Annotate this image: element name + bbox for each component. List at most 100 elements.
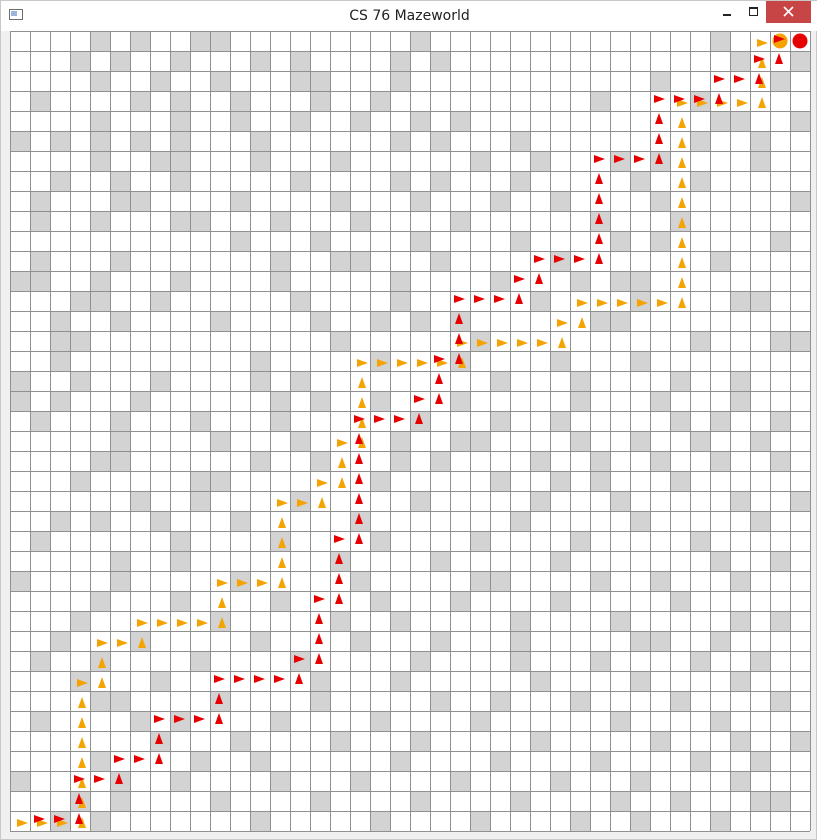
wall-cell [390,71,410,91]
maze-grid [10,31,811,832]
wall-cell [30,531,50,551]
wall-cell [410,651,430,671]
wall-cell [550,251,570,271]
wall-cell [550,191,570,211]
wall-cell [490,571,510,591]
wall-cell [50,311,70,331]
robot-a-path-marker [277,499,288,507]
wall-cell [50,351,70,371]
wall-cell [90,31,110,51]
wall-cell [350,251,370,271]
wall-cell [650,571,670,591]
wall-cell [110,251,130,271]
wall-cell [310,791,330,811]
robot-a-path-marker [78,737,86,748]
wall-cell [50,511,70,531]
wall-cell [170,111,190,131]
wall-cell [530,491,550,511]
wall-cell [410,311,430,331]
wall-cell [430,131,450,151]
robot-a-path-marker [197,619,208,627]
wall-cell [110,571,130,591]
wall-cell [490,411,510,431]
wall-cell [170,91,190,111]
wall-cell [790,191,810,211]
robot-a-path-marker [177,619,188,627]
wall-cell [470,431,490,451]
wall-cell [690,331,710,351]
wall-cell [590,451,610,471]
wall-cell [430,631,450,651]
wall-cell [610,271,630,291]
robot-a-path-marker [678,297,686,308]
wall-cell [730,571,750,591]
wall-cell [470,151,490,171]
wall-cell [710,451,730,471]
wall-cell [230,731,250,751]
wall-cell [250,811,270,831]
robot-a-path-marker [678,177,686,188]
robot-b-path-marker [474,295,485,303]
robot-b-path-marker [394,415,405,423]
wall-cell [530,731,550,751]
wall-cell [290,291,310,311]
robot-a-path-marker [678,277,686,288]
robot-a-path-marker [278,517,286,528]
wall-cell [630,171,650,191]
wall-cell [250,51,270,71]
robot-b-path-marker [715,93,723,104]
wall-cell [610,491,630,511]
wall-cell [710,711,730,731]
wall-cell [730,291,750,311]
wall-cell [790,331,810,351]
robot-b-path-marker [295,673,303,684]
wall-cell [730,51,750,71]
wall-cell [190,211,210,231]
wall-cell [670,791,690,811]
wall-cell [730,671,750,691]
wall-cell [790,111,810,131]
wall-cell [90,751,110,771]
wall-cell [770,451,790,471]
robot-b-path-marker [314,595,325,603]
wall-cell [390,671,410,691]
robot-a-path-marker [557,319,568,327]
wall-cell [310,311,330,331]
minimize-icon[interactable] [713,1,741,23]
wall-cell [370,91,390,111]
robot-b-path-marker [595,233,603,244]
wall-cell [110,431,130,451]
close-button[interactable] [766,1,811,23]
wall-cell [390,291,410,311]
wall-cell [370,711,390,731]
title-bar[interactable]: CS 76 Mazeworld [1,1,817,31]
wall-cell [590,311,610,331]
robot-b-path-marker [94,775,105,783]
robot-a-path-marker [117,639,128,647]
robot-a-path-marker [358,397,366,408]
wall-cell [370,311,390,331]
wall-cell [90,131,110,151]
wall-cell [490,271,510,291]
wall-cell [650,191,670,211]
wall-cell [390,751,410,771]
wall-cell [530,451,550,471]
robot-b-path-marker [775,53,783,64]
robot-b-path-marker [655,133,663,144]
robot-a-path-marker [597,299,608,307]
wall-cell [650,731,670,751]
robot-b-path-marker [215,713,223,724]
wall-cell [770,611,790,631]
wall-cell [770,551,790,571]
wall-cell [150,71,170,91]
wall-cell [310,451,330,471]
wall-cell [170,271,190,291]
wall-cell [30,191,50,211]
maximize-icon[interactable] [739,1,767,23]
wall-cell [630,771,650,791]
robot-b-path-marker [334,535,345,543]
robot-b-path-marker [355,453,363,464]
robot-a-path-marker [317,479,328,487]
robot-b-path-marker [254,675,265,683]
wall-cell [430,691,450,711]
